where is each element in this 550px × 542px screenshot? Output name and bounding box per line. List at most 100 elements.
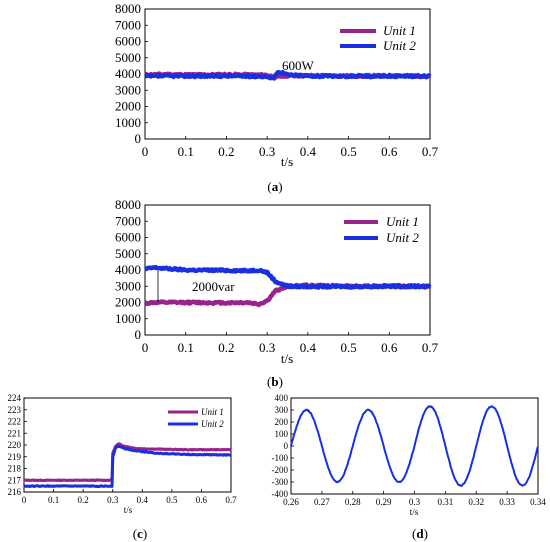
y-tick-label-c: 224 (8, 393, 22, 403)
x-tick-label-c: 0.4 (137, 495, 149, 505)
series-b (143, 264, 432, 308)
x-tick-label-d: 0.26 (283, 497, 299, 507)
y-tick-label-d: -300 (272, 477, 289, 487)
annotation-b: 2000var (192, 279, 235, 294)
x-axis-label-d: t/s (410, 507, 419, 517)
y-tick-label-c: 220 (8, 440, 22, 450)
y-tick-label-c: 216 (8, 487, 22, 497)
x-tick-label-a: 0.4 (300, 144, 317, 159)
x-tick-label-a: 0.6 (381, 144, 398, 159)
series-a (143, 69, 432, 81)
x-tick-label-c: 0.2 (78, 495, 89, 505)
y-tick-label-c: 221 (8, 428, 22, 438)
y-tick-label-a: 4000 (115, 66, 141, 81)
x-tick-label-d: 0.3 (409, 497, 421, 507)
x-tick-label-d: 0.33 (499, 497, 515, 507)
x-tick-label-a: 0.2 (218, 144, 234, 159)
series-line-unit2-a (143, 69, 432, 81)
y-tick-label-a: 8000 (115, 1, 141, 16)
x-tick-label-a: 0.1 (178, 144, 194, 159)
y-tick-label-c: 218 (8, 464, 22, 474)
y-tick-label-b: 0 (135, 327, 142, 342)
y-tick-label-b: 2000 (115, 295, 141, 310)
caption-c: (c) (133, 526, 147, 541)
x-tick-label-d: 0.29 (376, 497, 392, 507)
y-tick-label-a: 5000 (115, 50, 141, 65)
y-tick-label-d: 200 (275, 417, 289, 427)
legend-label-unit1-c: Unit 1 (201, 407, 224, 417)
caption-a: (a) (267, 179, 282, 194)
series-line-unit2-c (23, 444, 232, 488)
legend-label-unit2-b: Unit 2 (386, 230, 419, 245)
legend-b: Unit 1 Unit 2 (344, 214, 419, 245)
x-tick-label-b: 0.4 (300, 340, 317, 355)
y-tick-label-b: 4000 (115, 262, 141, 277)
y-tick-label-a: 2000 (115, 99, 141, 114)
x-tick-label-c: 0 (22, 495, 27, 505)
caption-d: (d) (412, 526, 428, 541)
x-tick-label-b: 0.5 (340, 340, 356, 355)
legend-a: Unit 1 Unit 2 (340, 23, 416, 53)
x-tick-label-d: 0.34 (530, 497, 546, 507)
x-tick-label-d: 0.28 (345, 497, 361, 507)
y-tick-label-d: -200 (272, 465, 289, 475)
y-tick-label-a: 7000 (115, 17, 141, 32)
series-line-unit1-c (23, 442, 232, 483)
series-line-unit2-b (143, 264, 432, 290)
y-tick-label-d: 300 (275, 405, 289, 415)
ticks-d: 0.26 0.27 0.28 0.29 0.3 0.31 0.32 0.33 0.34 -400 -… (272, 393, 547, 507)
legend-label-unit2-a: Unit 2 (383, 38, 416, 53)
caption-b: (b) (267, 374, 283, 389)
x-axis-label-c: t/s (124, 505, 133, 515)
y-tick-label-b: 7000 (115, 213, 141, 228)
x-tick-label-c: 0.6 (196, 495, 208, 505)
legend-label-unit2-c: Unit 2 (201, 419, 224, 429)
x-tick-label-c: 0.3 (107, 495, 119, 505)
y-tick-label-b: 3000 (115, 278, 141, 293)
x-tick-label-b: 0.1 (178, 340, 194, 355)
y-tick-label-d: -400 (272, 489, 289, 499)
x-tick-label-a: 0.3 (259, 144, 275, 159)
y-tick-label-b: 6000 (115, 230, 141, 245)
x-axis-label-b: t/s (281, 351, 293, 366)
legend-label-unit1-a: Unit 1 (383, 23, 416, 38)
y-tick-label-a: 1000 (115, 115, 141, 130)
y-tick-label-c: 217 (8, 475, 22, 485)
panel-d: 0.26 0.27 0.28 0.29 0.3 0.31 0.32 0.33 0.34 -400 -… (272, 393, 547, 541)
x-tick-label-b: 0 (142, 340, 149, 355)
series-line-voltage-d (290, 405, 539, 487)
y-tick-label-a: 0 (135, 131, 142, 146)
series-d (290, 405, 539, 487)
y-tick-label-c: 219 (8, 452, 22, 462)
x-tick-label-b: 0.6 (381, 340, 398, 355)
x-tick-label-d: 0.32 (468, 497, 484, 507)
x-axis-label-a: t/s (281, 154, 293, 169)
y-tick-label-b: 1000 (115, 311, 141, 326)
x-tick-label-a: 0.5 (340, 144, 356, 159)
y-tick-label-a: 3000 (115, 82, 141, 97)
annotation-a: 600W (282, 58, 315, 73)
x-tick-label-a: 0 (142, 144, 149, 159)
x-tick-label-c: 0.7 (225, 495, 237, 505)
x-tick-label-b: 0.3 (259, 340, 275, 355)
legend-label-unit1-b: Unit 1 (386, 214, 419, 229)
y-tick-label-c: 222 (8, 417, 22, 427)
x-tick-label-b: 0.2 (218, 340, 234, 355)
y-tick-label-b: 5000 (115, 246, 141, 261)
x-tick-label-d: 0.31 (438, 497, 454, 507)
plot-area-c (23, 397, 232, 493)
y-tick-label-c: 223 (8, 405, 22, 415)
x-tick-label-b: 0.7 (422, 340, 439, 355)
y-tick-label-d: 100 (275, 429, 289, 439)
y-tick-label-d: -100 (272, 453, 289, 463)
x-tick-label-d: 0.27 (314, 497, 330, 507)
x-tick-label-c: 0.5 (166, 495, 178, 505)
y-tick-label-b: 8000 (115, 197, 141, 212)
